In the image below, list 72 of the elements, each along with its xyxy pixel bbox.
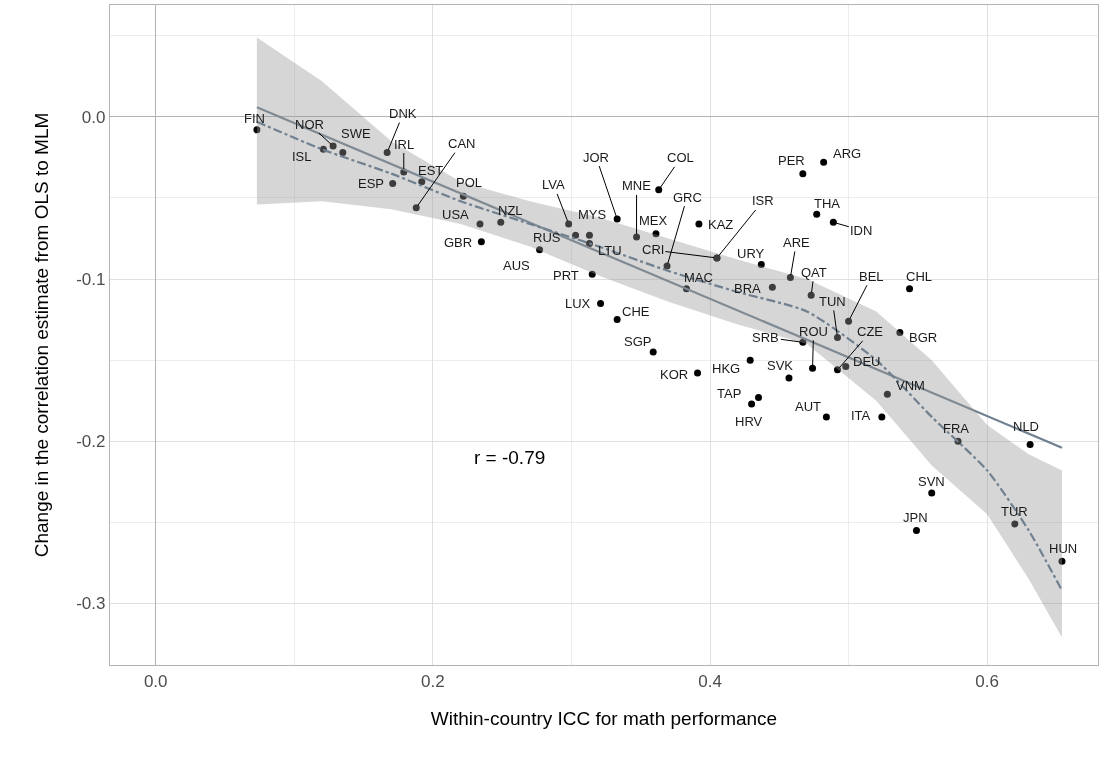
data-label: MNE (622, 178, 652, 193)
data-label: TUN (819, 294, 846, 309)
data-label: ARG (833, 146, 862, 161)
data-label: MEX (639, 213, 668, 228)
data-label: SRB (752, 330, 779, 345)
data-label: ISR (752, 193, 774, 208)
x-axis-title: Within-country ICC for math performance (430, 708, 778, 730)
data-label: CHE (622, 304, 650, 319)
data-label: EST (418, 163, 444, 178)
data-label: KAZ (708, 217, 734, 232)
y-tick-label: -0.2 (76, 432, 106, 452)
data-label: JPN (903, 510, 928, 525)
data-label: SVK (767, 358, 794, 373)
data-label: CAN (448, 136, 476, 151)
data-label: LVA (542, 177, 565, 192)
data-label: HUN (1049, 541, 1078, 556)
data-label: TUR (1001, 504, 1028, 519)
data-label: ISL (292, 149, 312, 164)
data-label: DEU (853, 354, 881, 369)
data-label: IDN (850, 223, 873, 238)
data-label: AUT (795, 399, 822, 414)
data-label: HKG (712, 361, 741, 376)
x-tick-label: 0.6 (975, 671, 999, 691)
data-label: SWE (341, 126, 371, 141)
data-label: DNK (389, 106, 417, 121)
data-label: PER (778, 153, 805, 168)
annotation: r = -0.79 (474, 447, 546, 468)
data-label: TAP (717, 386, 742, 401)
y-tick-label: -0.1 (76, 270, 106, 289)
data-label: MYS (578, 207, 607, 222)
data-label: CRI (642, 242, 665, 257)
data-label: AUS (503, 258, 531, 273)
data-label: RUS (533, 230, 561, 245)
data-label: ITA (851, 408, 871, 423)
data-label: THA (814, 196, 841, 211)
data-label: POL (456, 175, 483, 190)
data-label: MAC (684, 270, 713, 285)
y-tick-label: 0.0 (81, 107, 106, 127)
data-label: IRL (394, 137, 415, 152)
data-label: SGP (624, 334, 652, 349)
y-tick-label: -0.3 (76, 594, 106, 614)
data-label: FRA (943, 421, 970, 436)
data-label: CHL (906, 269, 933, 284)
x-tick-label: 0.2 (421, 671, 445, 691)
data-label: LUX (565, 296, 591, 311)
data-label: VNM (896, 378, 925, 393)
data-label: FIN (244, 111, 265, 126)
data-label: COL (667, 150, 694, 165)
data-label: NZL (498, 203, 523, 218)
data-label: LTU (598, 243, 622, 258)
data-label: BRA (734, 281, 762, 296)
x-tick-label: 0.0 (143, 671, 168, 691)
data-label: ARE (783, 235, 811, 250)
y-axis-title: Change in the correlation estimate from OLS to MLM (31, 112, 53, 558)
data-label: JOR (583, 150, 609, 165)
data-label: NLD (1013, 419, 1040, 434)
data-label: KOR (660, 367, 689, 382)
x-tick-label: 0.4 (698, 671, 722, 691)
data-label: BGR (909, 330, 938, 345)
data-label: USA (442, 207, 470, 222)
data-label: PRT (553, 268, 579, 283)
data-label: GBR (444, 235, 473, 250)
data-label: SVN (918, 474, 945, 489)
data-label: QAT (801, 265, 827, 280)
data-label: GRC (673, 190, 702, 205)
data-label: URY (737, 246, 765, 261)
data-label: HRV (735, 414, 763, 429)
data-label: CZE (857, 324, 884, 339)
data-label: ESP (358, 176, 385, 191)
data-label: ROU (799, 324, 828, 339)
data-label: NOR (295, 117, 324, 132)
data-label: BEL (859, 269, 884, 284)
